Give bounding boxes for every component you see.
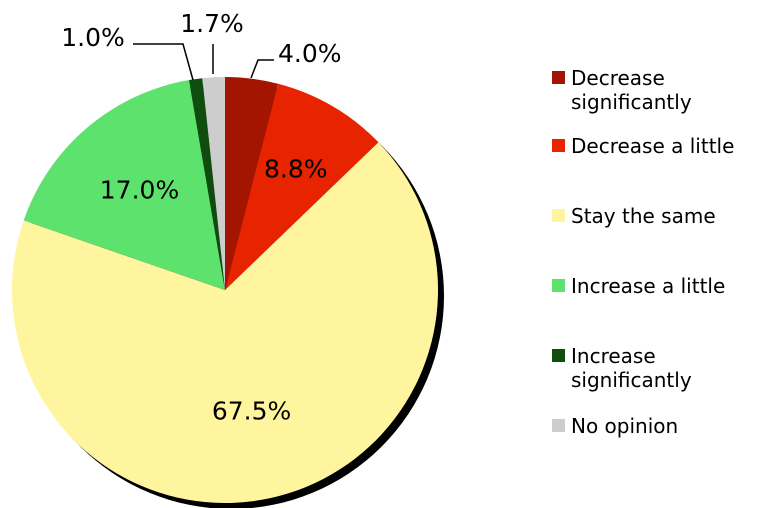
- pie-slice-stay-the-same: [11, 142, 438, 503]
- legend-label: Stay the same: [571, 204, 716, 228]
- legend-item-stay-the-same: Stay the same: [552, 204, 771, 228]
- slice-value-label: 1.7%: [180, 9, 244, 38]
- legend-swatch: [552, 279, 565, 292]
- legend-item-increase-significantly: Increase significantly: [552, 344, 771, 392]
- slice-value-label: 67.5%: [212, 397, 291, 426]
- slice-value-label: 8.8%: [264, 155, 328, 184]
- pie-chart: 4.0% 8.8% 67.5% 17.0% 1.0% 1.7%: [11, 9, 444, 508]
- legend-label: No opinion: [571, 414, 679, 438]
- legend-item-increase-a-little: Increase a little: [552, 274, 771, 298]
- legend-item-decrease-significantly: Decrease significantly: [552, 66, 771, 114]
- legend-item-decrease-a-little: Decrease a little: [552, 134, 771, 158]
- pie-slice-no-opinion: [202, 77, 225, 290]
- legend-swatch: [552, 349, 565, 362]
- legend-label: Increase a little: [571, 274, 726, 298]
- legend-swatch: [552, 71, 565, 84]
- pie-slice-increase-significantly: [189, 78, 225, 291]
- leader-line: [133, 43, 194, 81]
- pie-slice-decrease-a-little: [225, 83, 379, 290]
- leader-line: [250, 59, 274, 79]
- legend-swatch: [552, 419, 565, 432]
- slice-value-label: 17.0%: [100, 175, 179, 204]
- legend-swatch: [552, 139, 565, 152]
- legend-item-no-opinion: No opinion: [552, 414, 771, 438]
- slice-value-label: 4.0%: [278, 39, 342, 68]
- legend-swatch: [552, 209, 565, 222]
- legend-label: Decrease a little: [571, 134, 735, 158]
- legend-label: Decrease significantly: [571, 66, 692, 114]
- pie-slice-decrease-significantly: [225, 77, 278, 290]
- legend-label: Increase significantly: [571, 344, 692, 392]
- legend: Decrease significantly Decrease a little…: [552, 0, 774, 508]
- pie-slice-increase-a-little: [23, 80, 226, 290]
- slice-value-label: 1.0%: [61, 23, 125, 52]
